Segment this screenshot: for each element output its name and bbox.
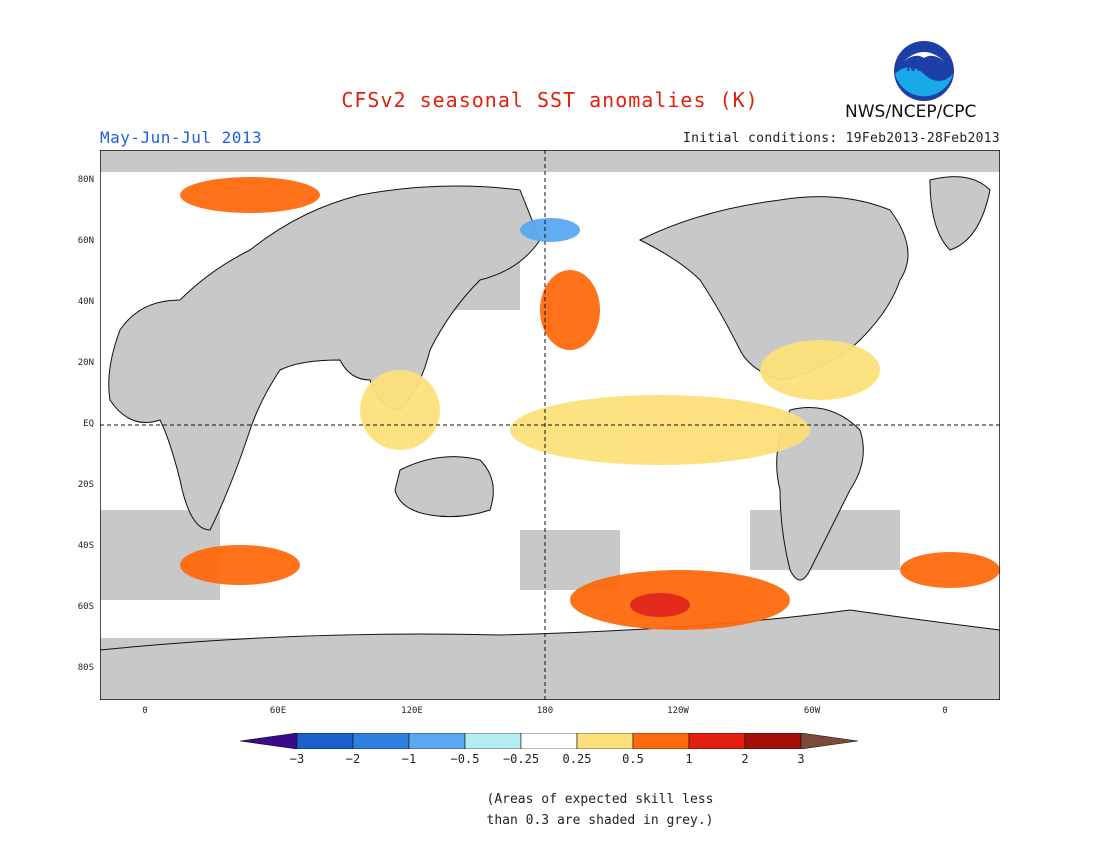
anomaly-bering-cold (520, 218, 580, 242)
colorbar-bin (688, 733, 746, 749)
logo-text: NOAA (906, 61, 942, 74)
lat-label: 20S (77, 480, 94, 490)
lon-label: 120E (401, 706, 423, 716)
anomaly-west-pacific (360, 370, 440, 450)
colorbar-low-cap (240, 733, 298, 749)
colorbar-label: 0.25 (562, 752, 592, 766)
colorbar-label: 0.5 (622, 752, 644, 766)
colorbar-bin (744, 733, 802, 749)
colorbar-bin (352, 733, 410, 749)
season-label: May-Jun-Jul 2013 (100, 128, 263, 147)
land-greenland (929, 176, 991, 251)
anomaly-eq-pacific (510, 395, 810, 465)
skill-footnote-line1: (Areas of expected skill less (486, 792, 714, 807)
sst-anomaly-map (100, 150, 1000, 700)
colorbar-label: −1 (401, 752, 417, 766)
colorbar-label: −3 (289, 752, 305, 766)
colorbar-label: −0.25 (502, 752, 540, 766)
colorbar-bin (296, 733, 354, 749)
colorbar-bin (576, 733, 634, 749)
lon-label: 60E (269, 706, 287, 716)
initial-conditions-label: Initial conditions: 19Feb2013-28Feb2013 (683, 131, 1000, 146)
sst-anomaly-patches (180, 177, 1000, 630)
lat-label: 80N (77, 175, 94, 185)
colorbar-bin (464, 733, 522, 749)
colorbar (240, 733, 859, 749)
land-north-america (638, 196, 909, 381)
lat-label: 40N (77, 297, 94, 307)
lat-label: EQ (83, 419, 94, 429)
colorbar-label: 1 (685, 752, 693, 766)
anomaly-south-indian (180, 545, 300, 585)
anomaly-south-atlantic (900, 552, 1000, 588)
lon-label: 120W (667, 706, 689, 716)
anomaly-arctic-barents (180, 177, 320, 213)
anomaly-north-atlantic (760, 340, 880, 400)
land-south-america (776, 407, 864, 581)
skill-footnote-line2: than 0.3 are shaded in grey.) (486, 813, 714, 828)
lon-label: 60W (803, 706, 821, 716)
lon-label: 0 (142, 706, 148, 716)
colorbar-label: −2 (345, 752, 361, 766)
colorbar-label: −0.5 (450, 752, 480, 766)
colorbar-high-cap (800, 733, 859, 749)
colorbar-bin (520, 733, 578, 749)
land-australia (394, 456, 494, 518)
lat-label: 80S (77, 663, 94, 673)
agency-label: NWS/NCEP/CPC (845, 102, 977, 122)
colorbar-label: 2 (741, 752, 749, 766)
lon-label: 0 (942, 706, 948, 716)
anomaly-south-pacific-core (630, 593, 690, 617)
lon-label: 180 (536, 706, 554, 716)
noaa-logo: NOAA (894, 41, 954, 101)
lat-label: 40S (77, 541, 94, 551)
colorbar-label: 3 (797, 752, 805, 766)
lat-label: 60N (77, 236, 94, 246)
lat-label: 20N (77, 358, 94, 368)
colorbar-bin (632, 733, 690, 749)
anomaly-north-pacific (540, 270, 600, 350)
land-antarctica (100, 609, 1000, 700)
lat-label: 60S (77, 602, 94, 612)
colorbar-bin (408, 733, 466, 749)
map-title: CFSv2 seasonal SST anomalies (K) (341, 88, 759, 112)
land-masses (100, 176, 1000, 700)
